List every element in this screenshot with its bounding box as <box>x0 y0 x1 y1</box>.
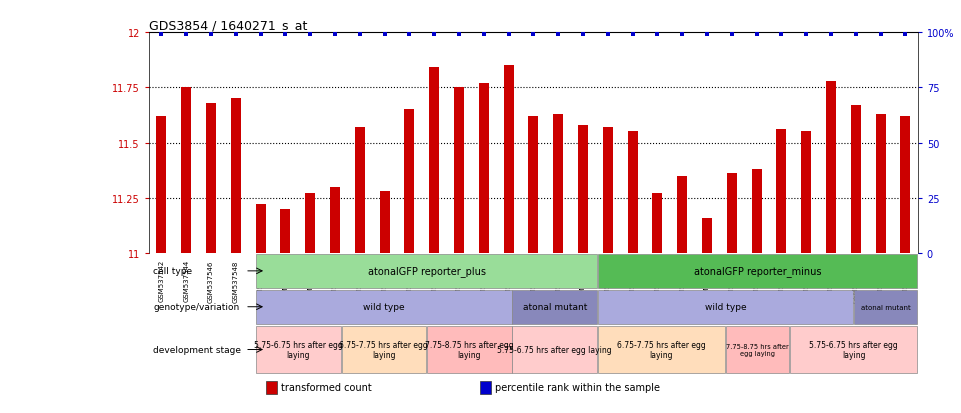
Text: development stage: development stage <box>153 345 241 354</box>
Bar <box>678 176 687 253</box>
Point <box>873 32 888 38</box>
Bar <box>727 174 737 253</box>
Point <box>452 32 467 38</box>
Bar <box>330 187 340 253</box>
Point <box>551 32 566 38</box>
Point <box>625 32 640 38</box>
Bar <box>427 326 511 373</box>
Text: wild type: wild type <box>363 302 405 311</box>
Text: atonal mutant: atonal mutant <box>861 304 911 310</box>
Text: atonalGFP reporter_plus: atonalGFP reporter_plus <box>367 266 485 277</box>
Bar <box>850 106 861 253</box>
Text: 6.75-7.75 hrs after egg
laying: 6.75-7.75 hrs after egg laying <box>617 340 706 359</box>
Point <box>476 32 491 38</box>
Bar <box>182 88 191 253</box>
Bar <box>380 192 389 253</box>
Bar <box>578 126 588 253</box>
Point <box>675 32 690 38</box>
Bar <box>206 104 216 253</box>
Bar <box>653 194 662 253</box>
Text: genotype/variation: genotype/variation <box>153 302 239 311</box>
Bar <box>529 117 538 253</box>
Bar <box>752 170 761 253</box>
Bar <box>598 326 726 373</box>
Point <box>303 32 318 38</box>
Bar <box>875 114 885 253</box>
Bar <box>776 130 786 253</box>
Point <box>427 32 442 38</box>
Text: percentile rank within the sample: percentile rank within the sample <box>495 382 660 392</box>
Bar <box>306 194 315 253</box>
Point <box>228 32 243 38</box>
Bar <box>512 326 597 373</box>
Bar <box>257 290 511 324</box>
Text: 5.75-6.75 hrs after egg
laying: 5.75-6.75 hrs after egg laying <box>809 340 899 359</box>
Bar <box>801 132 811 253</box>
Bar <box>702 218 712 253</box>
Bar <box>257 326 341 373</box>
Bar <box>266 381 277 394</box>
Point <box>774 32 789 38</box>
Text: atonalGFP reporter_minus: atonalGFP reporter_minus <box>694 266 822 277</box>
Point <box>352 32 367 38</box>
Text: 7.75-8.75 hrs after
egg laying: 7.75-8.75 hrs after egg laying <box>727 343 789 356</box>
Bar <box>603 128 613 253</box>
Bar <box>628 132 637 253</box>
Bar <box>231 99 240 253</box>
Text: atonal mutant: atonal mutant <box>523 302 587 311</box>
Text: wild type: wild type <box>704 302 747 311</box>
Point <box>204 32 219 38</box>
Point <box>501 32 516 38</box>
Bar <box>900 117 910 253</box>
Text: GDS3854 / 1640271_s_at: GDS3854 / 1640271_s_at <box>149 19 308 32</box>
Bar <box>598 254 918 288</box>
Text: cell type: cell type <box>153 267 192 276</box>
Point <box>154 32 169 38</box>
Bar <box>341 326 426 373</box>
Bar <box>480 381 491 394</box>
Point <box>600 32 615 38</box>
Point <box>377 32 392 38</box>
Bar <box>256 205 265 253</box>
Text: 7.75-8.75 hrs after egg
laying: 7.75-8.75 hrs after egg laying <box>425 340 513 359</box>
Text: 6.75-7.75 hrs after egg
laying: 6.75-7.75 hrs after egg laying <box>339 340 429 359</box>
Text: 5.75-6.75 hrs after egg laying: 5.75-6.75 hrs after egg laying <box>498 345 612 354</box>
Bar <box>826 81 836 253</box>
Text: 5.75-6.75 hrs after egg
laying: 5.75-6.75 hrs after egg laying <box>254 340 343 359</box>
Bar <box>157 117 166 253</box>
Bar <box>281 209 290 253</box>
Bar <box>257 254 597 288</box>
Bar <box>512 290 597 324</box>
Bar <box>598 290 853 324</box>
Bar <box>430 68 439 253</box>
Point <box>824 32 839 38</box>
Bar <box>504 66 513 253</box>
Point <box>724 32 739 38</box>
Point <box>898 32 913 38</box>
Bar <box>454 88 464 253</box>
Point <box>526 32 541 38</box>
Bar <box>355 128 365 253</box>
Point <box>650 32 665 38</box>
Point <box>179 32 194 38</box>
Bar <box>854 290 918 324</box>
Point <box>749 32 764 38</box>
Bar <box>790 326 918 373</box>
Point <box>328 32 343 38</box>
Text: transformed count: transformed count <box>282 382 372 392</box>
Point <box>576 32 591 38</box>
Point <box>253 32 268 38</box>
Point <box>848 32 863 38</box>
Point <box>799 32 814 38</box>
Point <box>402 32 417 38</box>
Bar <box>726 326 789 373</box>
Bar <box>554 114 563 253</box>
Bar <box>479 84 489 253</box>
Point <box>278 32 293 38</box>
Point <box>700 32 715 38</box>
Bar <box>405 110 414 253</box>
